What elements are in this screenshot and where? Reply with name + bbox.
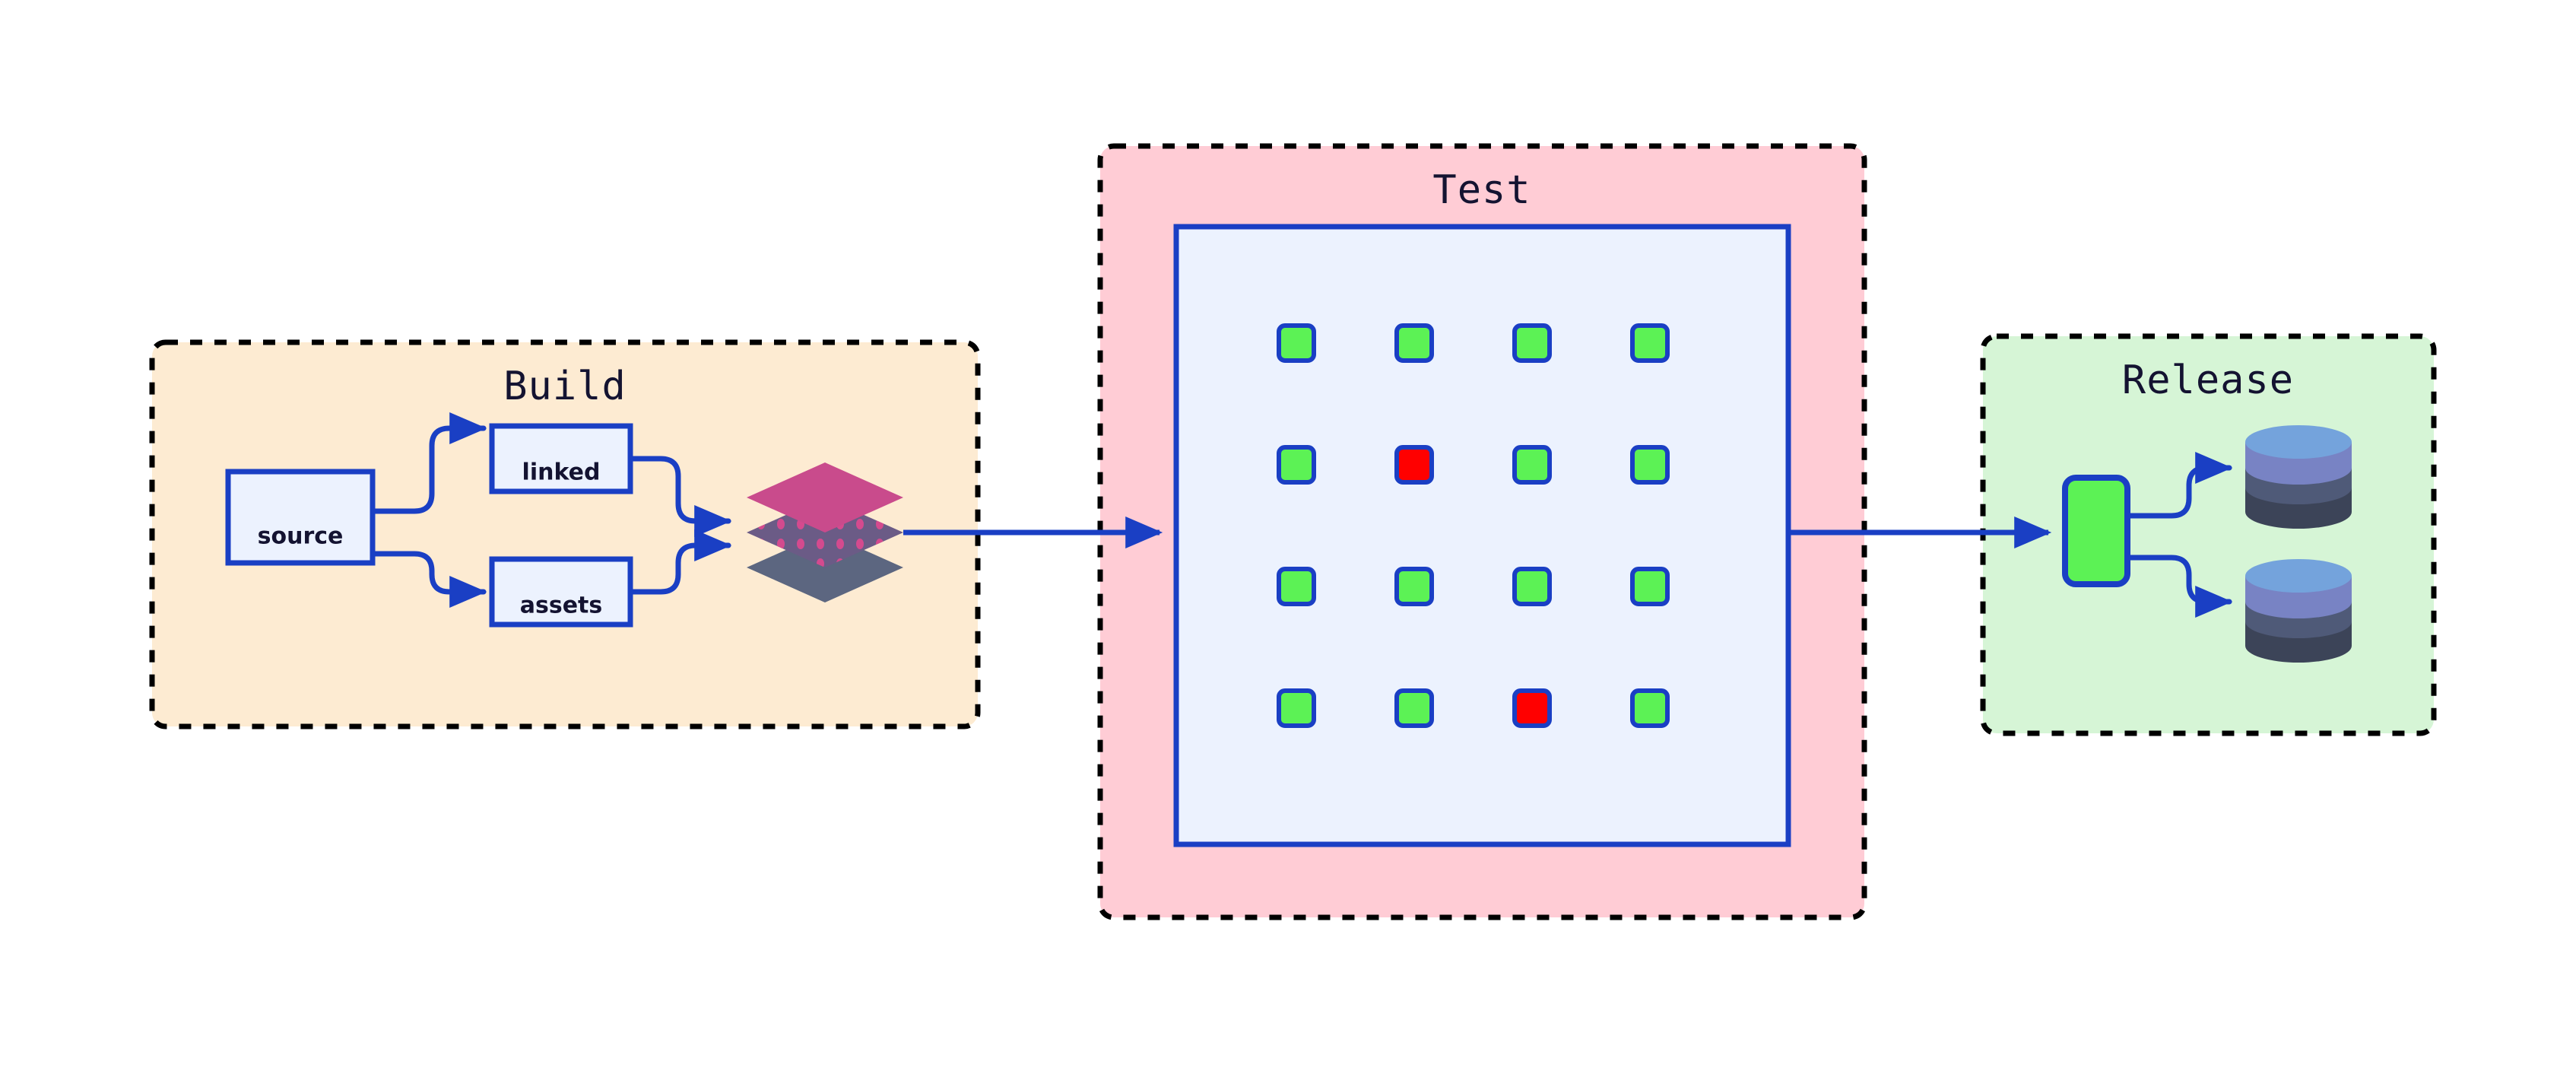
release-stage-content xyxy=(2062,425,2352,663)
test-cell[interactable] xyxy=(1630,323,1670,363)
connector-gate-to-database-top xyxy=(2124,451,2233,519)
test-cell[interactable] xyxy=(1394,567,1434,606)
connector-source-to-linked xyxy=(370,412,487,514)
release-gate[interactable] xyxy=(2062,475,2130,587)
test-cell[interactable] xyxy=(1512,323,1552,363)
build-connectors xyxy=(370,412,732,608)
connector-linked-to-artifact xyxy=(627,456,732,537)
test-cell[interactable] xyxy=(1277,688,1316,728)
connector-source-to-assets xyxy=(370,551,487,608)
database-icon-bottom[interactable] xyxy=(2245,559,2352,663)
test-cell[interactable] xyxy=(1277,567,1316,606)
connector-assets-to-artifact xyxy=(627,529,732,595)
test-cell-failed[interactable] xyxy=(1512,688,1552,728)
test-results-grid xyxy=(1277,323,1670,728)
node-linked[interactable] xyxy=(489,423,633,494)
test-stage-content xyxy=(1173,224,1791,847)
test-cell[interactable] xyxy=(1277,323,1316,363)
node-source[interactable] xyxy=(225,469,376,566)
node-label-assets: assets xyxy=(519,592,603,619)
stage-title-build: Build xyxy=(503,364,627,409)
test-cell[interactable] xyxy=(1277,445,1316,485)
node-assets[interactable] xyxy=(489,556,633,628)
node-label-source: source xyxy=(257,523,344,550)
stage-title-release: Release xyxy=(2121,358,2295,403)
database-icon-top[interactable] xyxy=(2245,425,2352,529)
test-cell[interactable] xyxy=(1512,445,1552,485)
db-top-ellipse-bottom xyxy=(2245,559,2352,593)
connector-gate-to-database-bottom xyxy=(2124,555,2233,618)
layer-top-shape xyxy=(747,462,903,532)
db-top-ellipse-top xyxy=(2245,425,2352,459)
test-cell-failed[interactable] xyxy=(1394,445,1434,485)
test-cell[interactable] xyxy=(1630,445,1670,485)
test-cell[interactable] xyxy=(1630,567,1670,606)
node-label-linked: linked xyxy=(522,459,601,486)
test-cell[interactable] xyxy=(1394,688,1434,728)
build-stage-content xyxy=(225,412,903,628)
stage-title-test: Test xyxy=(1432,167,1531,213)
test-inner-panel[interactable] xyxy=(1173,224,1791,847)
test-cell[interactable] xyxy=(1630,688,1670,728)
stacked-layers-icon[interactable] xyxy=(747,462,903,602)
test-cell[interactable] xyxy=(1394,323,1434,363)
test-cell[interactable] xyxy=(1512,567,1552,606)
release-connectors xyxy=(2124,451,2233,618)
